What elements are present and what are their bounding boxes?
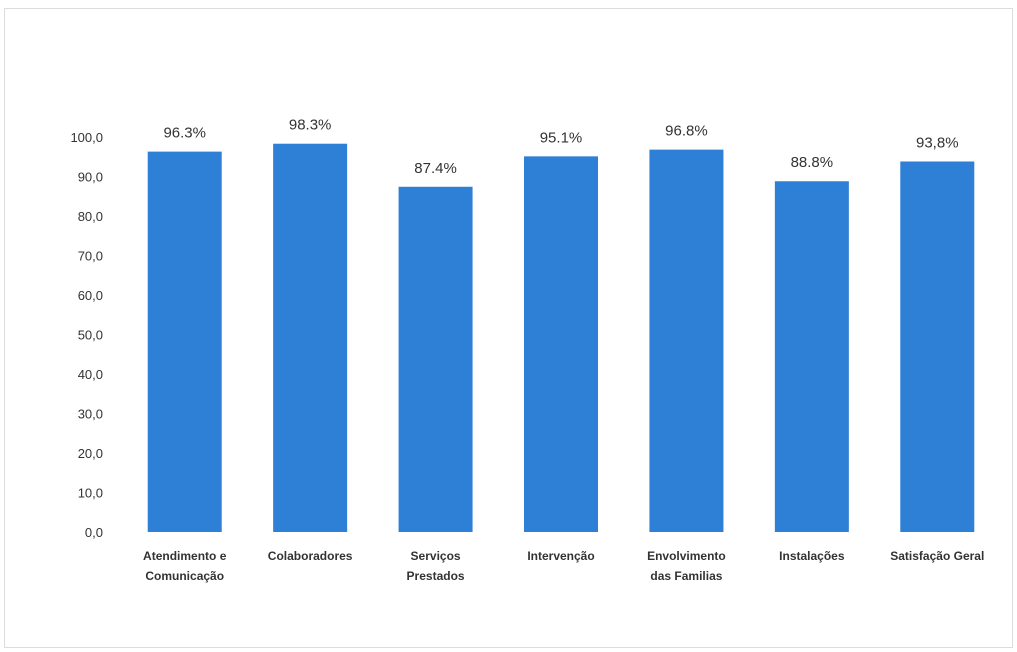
bar [273,143,348,532]
data-label: 96.8% [665,123,708,140]
y-tick-label: 50,0 [78,328,103,343]
data-label: 93,8% [916,134,959,151]
data-label: 87.4% [414,160,457,177]
data-labels: 96.3% 98.3% 87.4% 95.1% 96.8% 88.8% 93,8% [163,117,958,177]
bars [147,143,975,533]
x-tick-label: Prestados [407,569,465,583]
x-axis: Atendimento e Comunicação Colaboradores Ser… [143,549,984,583]
y-tick-label: 40,0 [78,367,103,382]
x-tick-label: Satisfação Geral [890,549,984,563]
bar [649,149,724,532]
bar [900,161,975,533]
y-tick-label: 20,0 [78,446,103,461]
x-tick-label: Intervenção [527,549,594,563]
y-tick-label: 0,0 [85,525,103,540]
x-tick-label: Colaboradores [268,549,353,563]
y-tick-label: 60,0 [78,288,103,303]
y-tick-label: 80,0 [78,209,103,224]
bar [524,156,598,533]
data-label: 95.1% [540,129,583,146]
data-label: 96.3% [163,125,206,142]
data-label: 88.8% [791,154,834,171]
x-tick-label: Comunicação [145,569,224,583]
data-label: 98.3% [289,117,332,134]
x-tick-label: das Familias [650,569,722,583]
x-tick-label: Atendimento e [143,549,227,563]
y-tick-label: 90,0 [78,170,103,185]
x-tick-label: Instalações [779,549,845,563]
bar [147,151,222,533]
bar [398,186,473,532]
x-tick-label: Envolvimento [647,549,726,563]
y-tick-label: 70,0 [78,249,103,264]
y-tick-label: 30,0 [78,407,103,422]
x-tick-label: Serviços [411,549,461,563]
bar [774,181,849,533]
y-tick-label: 100,0 [70,130,103,145]
y-axis: 0,0 10,0 20,0 30,0 40,0 50,0 60,0 70,0 80,0 90,0 1… [70,130,103,540]
y-tick-label: 10,0 [78,486,103,501]
